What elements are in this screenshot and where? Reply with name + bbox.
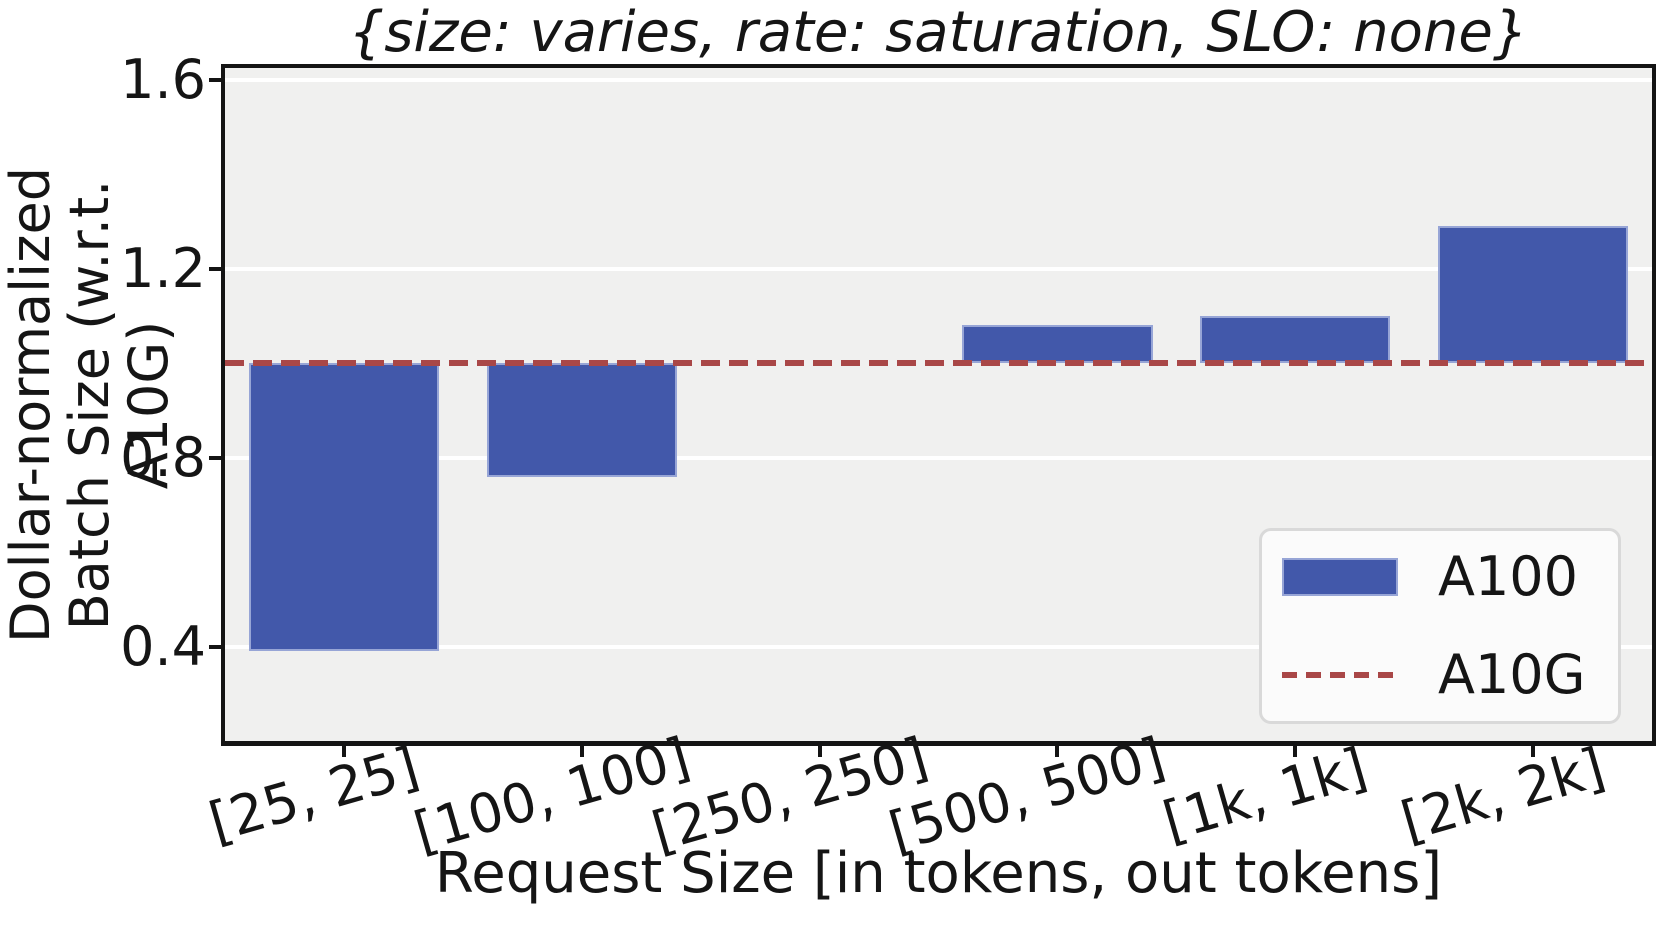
legend-label-a100: A100 <box>1438 545 1579 608</box>
bar-[100, 100] <box>486 363 677 477</box>
spine-right <box>1652 64 1656 746</box>
bar-[1k, 1k] <box>1200 315 1391 364</box>
x-tickmark-[100, 100] <box>579 741 584 757</box>
legend-swatch-a100-bar <box>1282 558 1398 596</box>
gridline-y-1.2 <box>225 266 1652 271</box>
y-tick-label-1.6: 1.6 <box>120 47 206 111</box>
x-axis-label: Request Size [in tokens, out tokens] <box>434 841 1443 906</box>
chart-title: {size: varies, rate: saturation, SLO: no… <box>348 0 1529 65</box>
x-tickmark-[500, 500] <box>1055 741 1060 757</box>
x-tickmark-[1k, 1k] <box>1293 741 1298 757</box>
legend-entry-a10g: A10G <box>1282 646 1618 704</box>
y-tickmark-1.2 <box>209 266 225 271</box>
gridline-y-0.8 <box>225 455 1652 460</box>
spine-bottom <box>221 741 1656 746</box>
y-tickmark-0.8 <box>209 455 225 460</box>
bar-[2k, 2k] <box>1437 226 1629 364</box>
x-tickmark-[25, 25] <box>341 741 346 757</box>
legend-label-a10g: A10G <box>1438 643 1586 706</box>
legend: A100 A10G <box>1259 528 1621 724</box>
bar-[25, 25] <box>248 363 440 652</box>
bar-[500, 500] <box>962 325 1153 364</box>
legend-swatch-a10g-dashed-line <box>1282 672 1398 678</box>
spine-top <box>221 64 1656 68</box>
x-tickmark-[250, 250] <box>817 741 822 757</box>
y-tick-label-0.8: 0.8 <box>120 425 206 489</box>
gridline-y-1.6 <box>225 77 1652 82</box>
y-tickmark-0.4 <box>209 644 225 649</box>
gridline-y-0.4 <box>225 644 1652 649</box>
y-tick-label-1.2: 1.2 <box>120 236 206 300</box>
spine-left <box>221 64 225 746</box>
x-tickmark-[2k, 2k] <box>1531 741 1536 757</box>
y-tickmark-1.6 <box>209 77 225 82</box>
legend-entry-a100: A100 <box>1282 548 1618 606</box>
y-tick-label-0.4: 0.4 <box>120 614 206 678</box>
a10g-baseline-dashed-line <box>225 360 1652 367</box>
